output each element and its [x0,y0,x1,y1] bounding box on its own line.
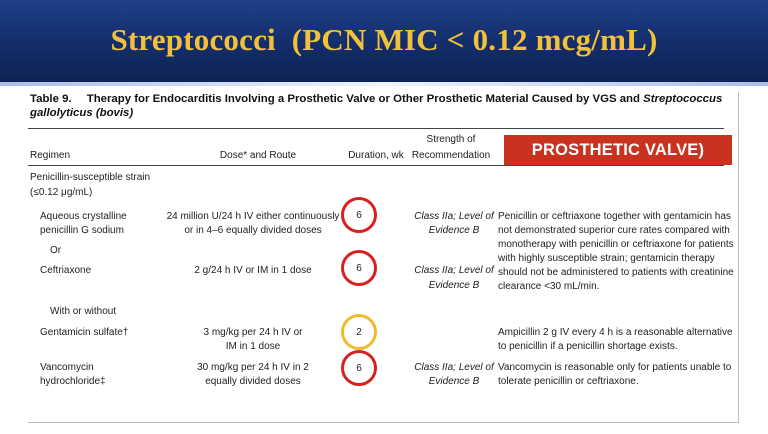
title-banner: Streptococci (PCN MIC < 0.12 mcg/mL) [0,0,768,82]
dose-penicillin-line2: or in 4–6 equally divided doses [184,225,322,236]
banner-divider [0,82,768,86]
strength-vancomycin-line2: Evidence B [428,376,480,387]
table-label: Table 9. [30,93,72,105]
comment-1-line3: monotherapy with penicillin or ceftriaxo… [498,239,734,250]
dose-vancomycin-line2: equally divided doses [205,376,301,387]
caption-rule [28,128,724,129]
duration-penicillin-circled: 6 [341,197,377,233]
regimen-vancomycin-line1: Vancomycin [40,362,94,373]
comment-1-line1: Penicillin or ceftriaxone together with … [498,211,731,222]
header-strength-line2: Recommendation [411,150,491,161]
prosthetic-valve-overlay: PROSTHETIC VALVE) [504,135,732,165]
comment-1-line2: not demonstrated superior cure rates com… [498,225,730,236]
duration-gentamicin-circled: 2 [341,314,377,350]
regimen-penicillin-line2: penicillin G sodium [40,225,124,236]
header-duration: Duration, wk [348,150,404,161]
duration-ceftriaxone: 6 [356,262,362,274]
table-caption: Table 9. Therapy for Endocarditis Involv… [30,92,730,120]
duration-vancomycin-circled: 6 [341,350,377,386]
duration-gentamicin: 2 [356,326,362,338]
strength-ceftriaxone-line2: Evidence B [428,280,480,291]
comment-2-line2: to penicillin if a penicillin shortage e… [498,341,678,352]
strength-vancomycin-line1: Class IIa; Level of [414,362,494,373]
table-title-italic: Streptococcus gallolyticus (bovis) [30,93,723,119]
strength-ceftriaxone-line1: Class IIa; Level of [414,265,494,276]
with-or-without-connector: With or without [50,306,117,317]
duration-vancomycin: 6 [356,362,362,374]
comment-2-line1: Ampicillin 2 g IV every 4 h is a reasona… [498,327,733,338]
dose-penicillin-line1: 24 million U/24 h IV either continuously [166,211,340,222]
section-label-line1: Penicillin-susceptible strain [30,172,151,183]
regimen-vancomycin-line2: hydrochloride‡ [40,376,106,387]
dose-vancomycin-line1: 30 mg/kg per 24 h IV in 2 [197,362,309,373]
comment-1-line6: clearance <30 mL/min. [498,281,600,292]
dose-gentamicin-line2: IM in 1 dose [225,341,281,352]
comment-1-line4: with highly susceptible strain; gentamic… [498,253,715,264]
or-connector: Or [50,245,62,256]
duration-penicillin: 6 [356,209,362,221]
header-strength-line1: Strength of [426,134,476,145]
comment-1-line5: should not be administered to patients w… [498,267,734,278]
header-regimen: Regimen [30,150,71,161]
strength-penicillin-line1: Class IIa; Level of [414,211,494,222]
duration-ceftriaxone-circled: 6 [341,250,377,286]
dose-ceftriaxone: 2 g/24 h IV or IM in 1 dose [194,265,312,276]
regimen-ceftriaxone: Ceftriaxone [40,265,92,276]
comment-3-line1: Vancomycin is reasonable only for patien… [498,362,732,373]
slide-title: Streptococci (PCN MIC < 0.12 mcg/mL) [110,22,658,57]
regimen-penicillin-line1: Aqueous crystalline [40,211,127,222]
table-title: Therapy for Endocarditis Involving a Pro… [86,93,640,105]
table-figure: Table 9. Therapy for Endocarditis Involv… [28,92,739,423]
regimen-gentamicin: Gentamicin sulfate† [40,327,129,338]
header-rule [28,165,724,166]
strength-penicillin-line2: Evidence B [428,225,480,236]
section-label-line2: (≤0.12 μg/mL) [30,187,93,198]
dose-gentamicin-line1: 3 mg/kg per 24 h IV or [203,327,303,338]
comment-3-line2: tolerate penicillin or ceftriaxone. [498,376,639,387]
header-dose: Dose* and Route [219,150,297,161]
